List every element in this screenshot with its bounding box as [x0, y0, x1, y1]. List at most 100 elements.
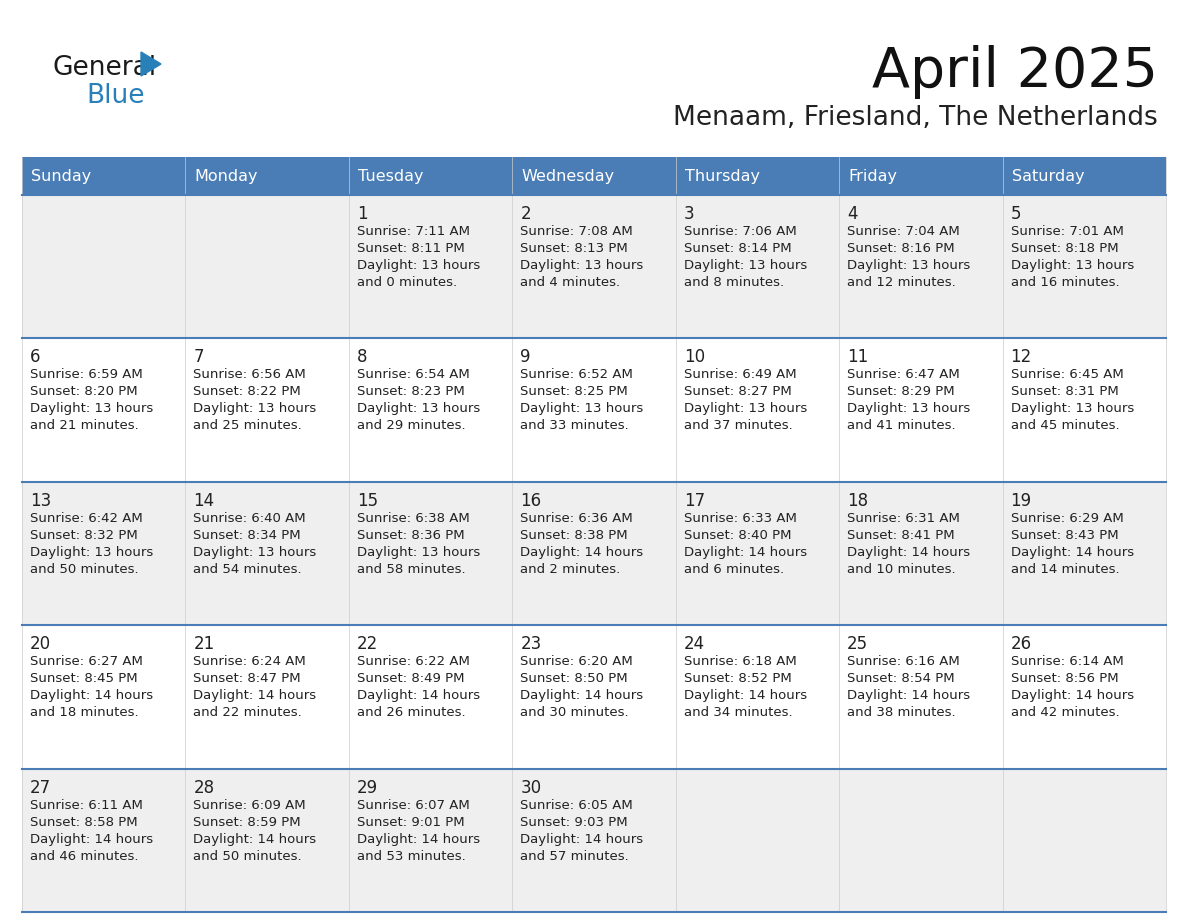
Text: Sunset: 8:13 PM: Sunset: 8:13 PM [520, 242, 628, 255]
Text: 12: 12 [1011, 349, 1032, 366]
Bar [23, 195, 1165, 339]
Text: Sunset: 8:29 PM: Sunset: 8:29 PM [847, 386, 955, 398]
Text: and 2 minutes.: and 2 minutes. [520, 563, 620, 576]
Text: Sunrise: 6:36 AM: Sunrise: 6:36 AM [520, 512, 633, 525]
Bar [23, 625, 1165, 768]
Text: Sunset: 8:49 PM: Sunset: 8:49 PM [356, 672, 465, 685]
Text: Sunrise: 7:11 AM: Sunrise: 7:11 AM [356, 225, 470, 238]
Bar [676, 157, 839, 195]
Text: Sunset: 8:32 PM: Sunset: 8:32 PM [30, 529, 138, 542]
Text: Sunrise: 6:56 AM: Sunrise: 6:56 AM [194, 368, 307, 381]
Text: Sunrise: 6:59 AM: Sunrise: 6:59 AM [30, 368, 143, 381]
Bar [185, 157, 349, 195]
Text: Daylight: 13 hours: Daylight: 13 hours [356, 546, 480, 559]
Text: Sunrise: 6:11 AM: Sunrise: 6:11 AM [30, 799, 143, 812]
Text: Sunset: 8:38 PM: Sunset: 8:38 PM [520, 529, 628, 542]
Text: 30: 30 [520, 778, 542, 797]
Text: 23: 23 [520, 635, 542, 654]
Text: Sunrise: 6:14 AM: Sunrise: 6:14 AM [1011, 655, 1124, 668]
Text: Sunrise: 6:49 AM: Sunrise: 6:49 AM [684, 368, 796, 381]
Text: and 42 minutes.: and 42 minutes. [1011, 706, 1119, 719]
Text: Saturday: Saturday [1011, 169, 1085, 184]
Text: Sunset: 8:31 PM: Sunset: 8:31 PM [1011, 386, 1118, 398]
Text: 21: 21 [194, 635, 215, 654]
Text: Sunrise: 7:01 AM: Sunrise: 7:01 AM [1011, 225, 1124, 238]
Text: Monday: Monday [195, 169, 258, 184]
Text: and 26 minutes.: and 26 minutes. [356, 706, 466, 719]
Text: Sunset: 8:59 PM: Sunset: 8:59 PM [194, 815, 301, 829]
Text: Daylight: 13 hours: Daylight: 13 hours [520, 402, 644, 416]
Text: and 12 minutes.: and 12 minutes. [847, 276, 956, 289]
Text: and 50 minutes.: and 50 minutes. [194, 849, 302, 863]
Text: Sunset: 8:54 PM: Sunset: 8:54 PM [847, 672, 955, 685]
Text: 18: 18 [847, 492, 868, 509]
Text: Sunset: 8:47 PM: Sunset: 8:47 PM [194, 672, 301, 685]
Text: 27: 27 [30, 778, 51, 797]
Text: Daylight: 14 hours: Daylight: 14 hours [1011, 689, 1133, 702]
Text: Sunrise: 7:08 AM: Sunrise: 7:08 AM [520, 225, 633, 238]
Text: Daylight: 14 hours: Daylight: 14 hours [847, 689, 971, 702]
Text: Sunset: 8:58 PM: Sunset: 8:58 PM [30, 815, 138, 829]
Text: General: General [52, 55, 156, 81]
Text: Thursday: Thursday [684, 169, 759, 184]
Text: 7: 7 [194, 349, 204, 366]
Text: and 41 minutes.: and 41 minutes. [847, 420, 956, 432]
Bar [839, 157, 1003, 195]
Text: Sunset: 8:43 PM: Sunset: 8:43 PM [1011, 529, 1118, 542]
Text: Daylight: 14 hours: Daylight: 14 hours [356, 833, 480, 845]
Text: Daylight: 13 hours: Daylight: 13 hours [520, 259, 644, 272]
Text: Daylight: 14 hours: Daylight: 14 hours [194, 689, 316, 702]
Text: and 22 minutes.: and 22 minutes. [194, 706, 302, 719]
Text: 20: 20 [30, 635, 51, 654]
Text: Daylight: 13 hours: Daylight: 13 hours [194, 402, 317, 416]
Text: Daylight: 14 hours: Daylight: 14 hours [1011, 546, 1133, 559]
Text: Friday: Friday [848, 169, 897, 184]
Text: and 54 minutes.: and 54 minutes. [194, 563, 302, 576]
Text: 28: 28 [194, 778, 215, 797]
Text: and 14 minutes.: and 14 minutes. [1011, 563, 1119, 576]
Bar [23, 482, 1165, 625]
Text: Sunset: 8:22 PM: Sunset: 8:22 PM [194, 386, 302, 398]
Text: Sunrise: 6:24 AM: Sunrise: 6:24 AM [194, 655, 307, 668]
Text: Daylight: 14 hours: Daylight: 14 hours [684, 546, 807, 559]
Text: Sunrise: 6:47 AM: Sunrise: 6:47 AM [847, 368, 960, 381]
Text: Sunset: 8:36 PM: Sunset: 8:36 PM [356, 529, 465, 542]
Text: Sunset: 8:14 PM: Sunset: 8:14 PM [684, 242, 791, 255]
Text: Sunrise: 6:54 AM: Sunrise: 6:54 AM [356, 368, 469, 381]
Text: and 25 minutes.: and 25 minutes. [194, 420, 302, 432]
Text: 9: 9 [520, 349, 531, 366]
Text: Daylight: 13 hours: Daylight: 13 hours [356, 259, 480, 272]
Polygon shape [141, 52, 162, 76]
Text: and 8 minutes.: and 8 minutes. [684, 276, 784, 289]
Text: and 21 minutes.: and 21 minutes. [30, 420, 139, 432]
Text: and 16 minutes.: and 16 minutes. [1011, 276, 1119, 289]
Text: 4: 4 [847, 205, 858, 223]
Text: and 38 minutes.: and 38 minutes. [847, 706, 956, 719]
Text: Sunset: 8:20 PM: Sunset: 8:20 PM [30, 386, 138, 398]
Text: Daylight: 13 hours: Daylight: 13 hours [684, 259, 807, 272]
Text: 16: 16 [520, 492, 542, 509]
Text: Sunset: 8:41 PM: Sunset: 8:41 PM [847, 529, 955, 542]
Text: 14: 14 [194, 492, 215, 509]
Bar [23, 157, 185, 195]
Text: Daylight: 14 hours: Daylight: 14 hours [194, 833, 316, 845]
Text: Sunrise: 6:42 AM: Sunrise: 6:42 AM [30, 512, 143, 525]
Text: Daylight: 14 hours: Daylight: 14 hours [30, 689, 153, 702]
Text: 13: 13 [30, 492, 51, 509]
Text: 1: 1 [356, 205, 367, 223]
Text: Sunset: 8:45 PM: Sunset: 8:45 PM [30, 672, 138, 685]
Text: 11: 11 [847, 349, 868, 366]
Text: Sunrise: 6:09 AM: Sunrise: 6:09 AM [194, 799, 307, 812]
Text: Sunrise: 6:20 AM: Sunrise: 6:20 AM [520, 655, 633, 668]
Text: Daylight: 14 hours: Daylight: 14 hours [520, 689, 644, 702]
Text: Sunrise: 6:22 AM: Sunrise: 6:22 AM [356, 655, 469, 668]
Text: and 10 minutes.: and 10 minutes. [847, 563, 956, 576]
Text: Sunset: 8:27 PM: Sunset: 8:27 PM [684, 386, 791, 398]
Text: and 4 minutes.: and 4 minutes. [520, 276, 620, 289]
Text: and 58 minutes.: and 58 minutes. [356, 563, 466, 576]
Text: 24: 24 [684, 635, 704, 654]
Text: 3: 3 [684, 205, 694, 223]
Text: Sunrise: 6:45 AM: Sunrise: 6:45 AM [1011, 368, 1124, 381]
Bar [349, 157, 512, 195]
Text: and 53 minutes.: and 53 minutes. [356, 849, 466, 863]
